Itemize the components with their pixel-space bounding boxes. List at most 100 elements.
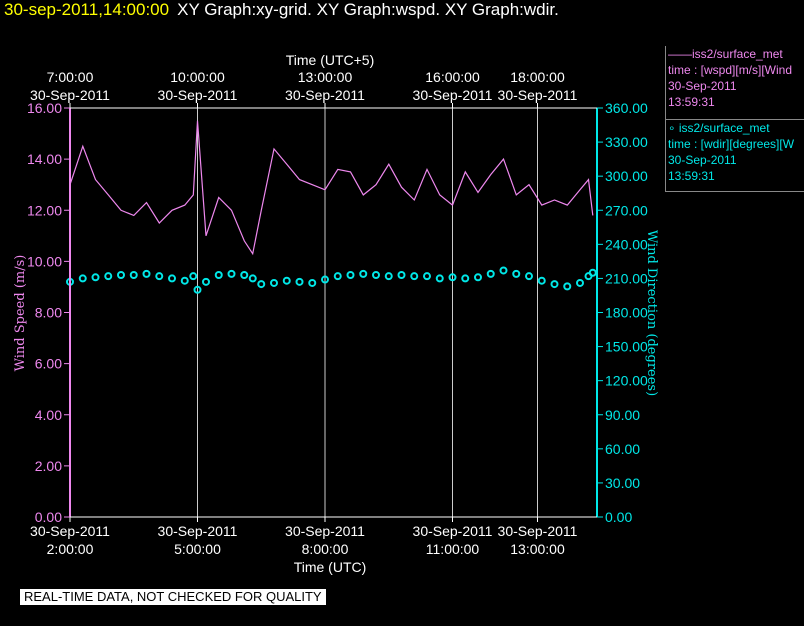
wdir-point (576, 278, 584, 287)
grid-layer (197, 108, 538, 517)
wdir-point (423, 272, 431, 281)
wdir-point (270, 278, 278, 287)
x2-tick-time: 13:00:00 (298, 69, 353, 85)
y2-tick-label: 150.00 (605, 339, 648, 355)
wdir-point (333, 272, 342, 281)
x-tick-time: 2:00:00 (47, 541, 94, 557)
wdir-point (240, 271, 249, 280)
y2-tick-label: 270.00 (605, 202, 648, 218)
legend-wdir-source: ∘ iss2/surface_met (668, 121, 770, 135)
wdir-point (474, 273, 482, 282)
y2-tick-label: 90.00 (605, 407, 640, 423)
y-tick-label: 6.00 (35, 356, 62, 372)
wdir-point (461, 274, 470, 283)
legend-wdir: ∘ iss2/surface_met time : [wdir][degrees… (665, 120, 804, 192)
wdir-series (66, 266, 597, 294)
wdir-point (155, 272, 164, 281)
legend-wdir-date: 30-Sep-2011 (668, 153, 737, 167)
wdir-point (486, 269, 495, 278)
x2-tick-time: 16:00:00 (425, 69, 480, 85)
x-tick-time: 5:00:00 (174, 541, 221, 557)
x2-tick-time: 18:00:00 (510, 69, 565, 85)
x2-tick-date: 30-Sep-2011 (158, 87, 238, 103)
legend-wdir-variable: time : [wdir][degrees][W (668, 137, 795, 151)
y2-tick-label: 60.00 (605, 441, 640, 457)
wdir-point (168, 274, 176, 283)
y-tick-label: 16.00 (27, 100, 62, 116)
wdir-point (129, 271, 138, 280)
wdir-point (346, 271, 355, 280)
y-tick-label: 4.00 (35, 407, 62, 423)
y2-tick-label: 240.00 (605, 236, 648, 252)
legend-wdir-time: 13:59:31 (668, 169, 715, 183)
x2-tick-date: 30-Sep-2011 (498, 87, 578, 103)
legend-wspd-date: 30-Sep-2011 (668, 79, 737, 93)
y2-tick-label: 300.00 (605, 168, 648, 184)
wdir-point (91, 273, 100, 282)
wdir-point (359, 269, 368, 278)
y-tick-label: 0.00 (35, 509, 62, 525)
header-datetime: 30-sep-2011,14:00:00 (4, 0, 170, 19)
y-tick-label: 10.00 (27, 253, 62, 269)
y2-tick-label: 210.00 (605, 270, 648, 286)
wdir-point (435, 274, 444, 283)
x-tick-date: 30-Sep-2011 (285, 523, 365, 539)
wdir-point (78, 274, 87, 283)
wdir-point (248, 274, 257, 283)
wdir-point (142, 269, 151, 278)
x-tick-date: 30-Sep-2011 (498, 523, 578, 539)
wdir-point (588, 268, 597, 277)
legend-wspd-time: 13:59:31 (668, 95, 715, 109)
wdir-point (372, 271, 380, 280)
wdir-point (321, 275, 329, 284)
wdir-point (282, 276, 291, 285)
y2-tick-label: 180.00 (605, 305, 648, 321)
wdir-point (117, 271, 125, 280)
legend-wspd-source: ——iss2/surface_met (668, 47, 783, 61)
y-axis-label: Wind Speed (m/s) (13, 255, 28, 372)
x-tick-time: 11:00:00 (426, 541, 480, 557)
y2-tick-label: 330.00 (605, 134, 648, 150)
header-graph-list: XY Graph:xy-grid. XY Graph:wspd. XY Grap… (177, 0, 559, 19)
x2-axis-label: Time (UTC+5) (286, 52, 375, 68)
wdir-point (550, 280, 559, 289)
qc-notice: REAL-TIME DATA, NOT CHECKED FOR QUALITY (20, 589, 326, 605)
wdir-point (202, 277, 210, 286)
x2-tick-time: 10:00:00 (170, 69, 225, 85)
y-tick-label: 8.00 (35, 305, 62, 321)
x-tick-time: 13:00:00 (510, 541, 565, 557)
x-tick-time: 8:00:00 (302, 541, 349, 557)
wdir-point (308, 278, 317, 287)
x-tick-date: 30-Sep-2011 (413, 523, 493, 539)
wdir-point (104, 272, 113, 281)
wdir-point (180, 276, 189, 285)
y2-tick-label: 30.00 (605, 475, 640, 491)
x2-tick-time: 7:00:00 (47, 69, 94, 85)
axis-layer: 0.00 2.00 4.00 6.00 8.00 10.00 12.00 14.00 16.00… (27, 69, 648, 557)
x-tick-date: 30-Sep-2011 (158, 523, 238, 539)
legend-wspd: ——iss2/surface_met time : [wspd][m/s][Wi… (665, 46, 804, 120)
wdir-point (295, 277, 304, 286)
wdir-point (448, 273, 457, 282)
wdir-point (512, 269, 521, 278)
x2-tick-date: 30-Sep-2011 (413, 87, 493, 103)
x2-tick-date: 30-Sep-2011 (30, 87, 110, 103)
wspd-line (69, 120, 594, 256)
wdir-point (189, 272, 198, 281)
y2-tick-label: 360.00 (605, 100, 648, 116)
wdir-point (537, 276, 546, 285)
wdir-point (525, 272, 533, 281)
y2-axis-label: Wind Direction (degrees) (644, 230, 659, 396)
x-tick-date: 30-Sep-2011 (30, 523, 110, 539)
y-tick-label: 12.00 (27, 202, 62, 218)
x-axis-label: Time (UTC) (294, 559, 367, 575)
chart-header: 30-sep-2011,14:00:00 XY Graph:xy-grid. XY… (4, 0, 559, 20)
y-tick-label: 2.00 (35, 458, 62, 474)
wdir-point (410, 272, 419, 281)
wspd-series (69, 120, 594, 256)
wdir-point (193, 285, 202, 294)
y2-tick-label: 0.00 (605, 509, 632, 525)
y-tick-label: 14.00 (27, 151, 62, 167)
x2-tick-date: 30-Sep-2011 (285, 87, 365, 103)
